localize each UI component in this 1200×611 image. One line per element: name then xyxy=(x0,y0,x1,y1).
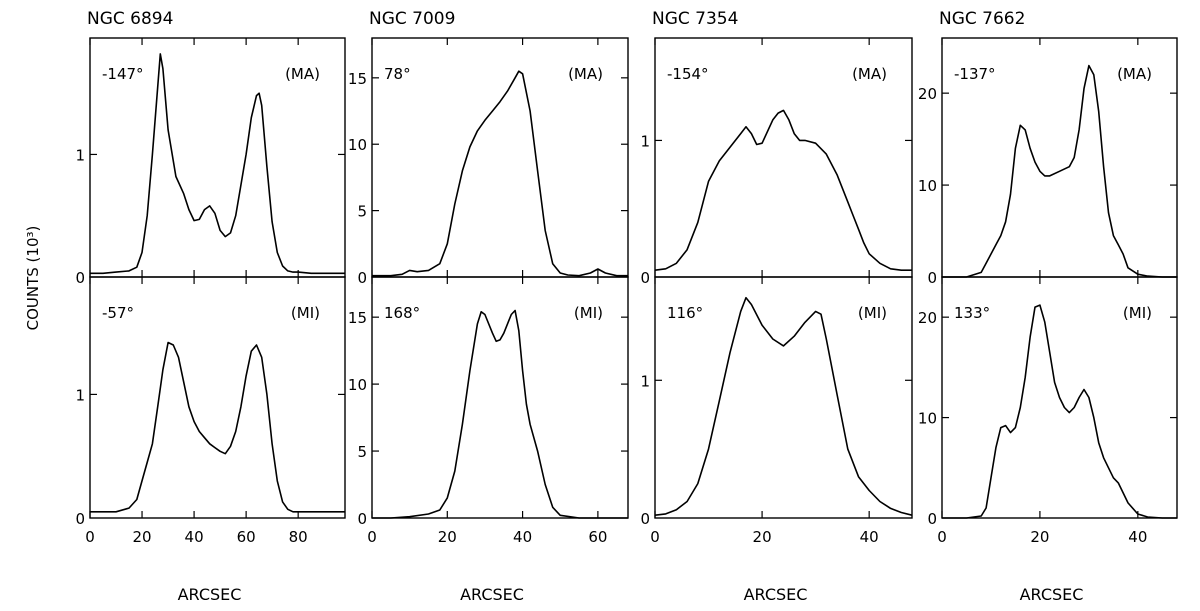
profile-line xyxy=(942,64,1177,278)
x-tick-label: 0 xyxy=(937,528,947,546)
y-tick-label: 20 xyxy=(918,309,937,327)
x-tick-label: 20 xyxy=(438,528,457,546)
position-angle-label: 78° xyxy=(384,65,411,83)
x-tick-label: 60 xyxy=(588,528,607,546)
x-tick-label: 0 xyxy=(85,528,95,546)
y-tick-label: 0 xyxy=(640,269,650,287)
profile-line xyxy=(654,296,913,516)
profile-line xyxy=(90,53,345,275)
axis-label: (MI) xyxy=(858,304,887,322)
y-tick-label: 0 xyxy=(75,510,85,528)
profile-line xyxy=(654,109,912,271)
panel-major-axis: 0 1 -154° (MA) xyxy=(640,37,913,287)
x-tick-label: 0 xyxy=(650,528,660,546)
axis-label: (MA) xyxy=(285,65,320,83)
x-axis-label: ARCSEC xyxy=(178,585,242,604)
y-tick-label: 5 xyxy=(357,203,367,221)
y-tick-label: 15 xyxy=(348,309,367,327)
x-tick-label: 20 xyxy=(753,528,772,546)
y-tick-label: 0 xyxy=(357,269,367,287)
y-tick-label: 1 xyxy=(75,146,85,164)
position-angle-label: -57° xyxy=(102,304,134,322)
charts-group: NGC 6894 0 1 -147° (MA) 0 1 -57° (MI) 0 20 40 60 80 AR… xyxy=(75,9,1178,604)
profile-line xyxy=(90,341,345,513)
y-tick-label: 1 xyxy=(640,372,650,390)
x-tick-label: 20 xyxy=(1030,528,1049,546)
y-tick-label: 1 xyxy=(640,132,650,150)
chart-0: NGC 6894 0 1 -147° (MA) 0 1 -57° (MI) 0 20 40 60 80 AR… xyxy=(75,9,346,604)
x-tick-label: 40 xyxy=(513,528,532,546)
x-axis-label: ARCSEC xyxy=(1020,585,1084,604)
panel-minor-axis: 0 1 -57° (MI) xyxy=(75,276,346,528)
position-angle-label: 133° xyxy=(954,304,990,322)
y-tick-label: 10 xyxy=(918,410,937,428)
x-tick-label: 20 xyxy=(132,528,151,546)
y-tick-label: 1 xyxy=(75,386,85,404)
profile-line xyxy=(942,304,1177,519)
y-tick-label: 10 xyxy=(918,177,937,195)
y-tick-label: 0 xyxy=(640,510,650,528)
panel-minor-axis: 0 5 10 15 168° (MI) xyxy=(348,276,629,528)
panel-frame xyxy=(89,276,346,519)
y-tick-label: 15 xyxy=(348,70,367,88)
x-tick-label: 0 xyxy=(367,528,377,546)
chart-title: NGC 7009 xyxy=(369,9,455,29)
x-tick-label: 40 xyxy=(185,528,204,546)
position-angle-label: -147° xyxy=(102,65,144,83)
panel-minor-axis: 0 10 20 133° (MI) xyxy=(918,276,1178,528)
y-axis-label: COUNTS (10³) xyxy=(24,226,42,331)
position-angle-label: -137° xyxy=(954,65,996,83)
profile-line xyxy=(372,70,628,277)
y-tick-label: 0 xyxy=(357,510,367,528)
chart-title: NGC 7662 xyxy=(939,9,1025,29)
position-angle-label: 116° xyxy=(667,304,703,322)
panel-major-axis: 0 5 10 15 78° (MA) xyxy=(348,37,629,287)
axis-label: (MA) xyxy=(852,65,887,83)
panel-minor-axis: 0 1 116° (MI) xyxy=(640,276,913,528)
position-angle-label: -154° xyxy=(667,65,709,83)
chart-2: NGC 7354 0 1 -154° (MA) 0 1 116° (MI) 0 20 40 ARCSEC xyxy=(640,9,913,604)
y-tick-label: 0 xyxy=(927,510,937,528)
panel-frame xyxy=(371,276,629,519)
chart-1: NGC 7009 0 5 10 15 78° (MA) 0 5 10 15 168° (MI) 0 20 40… xyxy=(348,9,629,604)
y-tick-label: 10 xyxy=(348,376,367,394)
x-axis-label: ARCSEC xyxy=(744,585,808,604)
panel-frame xyxy=(654,276,913,519)
y-tick-label: 0 xyxy=(927,269,937,287)
position-angle-label: 168° xyxy=(384,304,420,322)
chart-title: NGC 6894 xyxy=(87,9,173,29)
panel-major-axis: 0 1 -147° (MA) xyxy=(75,37,346,287)
axis-label: (MI) xyxy=(574,304,603,322)
panel-major-axis: 0 10 20 -137° (MA) xyxy=(918,37,1178,287)
x-axis-label: ARCSEC xyxy=(460,585,524,604)
chart-title: NGC 7354 xyxy=(652,9,738,29)
x-tick-label: 80 xyxy=(289,528,308,546)
axis-label: (MI) xyxy=(1123,304,1152,322)
axis-label: (MA) xyxy=(568,65,603,83)
x-tick-label: 60 xyxy=(237,528,256,546)
panel-frame xyxy=(941,276,1178,519)
profile-line xyxy=(372,309,628,519)
chart-3: NGC 7662 0 10 20 -137° (MA) 0 10 20 133° (MI) 0 20 40… xyxy=(918,9,1178,604)
axis-label: (MA) xyxy=(1117,65,1152,83)
x-tick-label: 40 xyxy=(1128,528,1147,546)
y-tick-label: 20 xyxy=(918,85,937,103)
y-tick-label: 5 xyxy=(357,443,367,461)
axis-label: (MI) xyxy=(291,304,320,322)
x-tick-label: 40 xyxy=(860,528,879,546)
y-tick-label: 10 xyxy=(348,136,367,154)
y-tick-label: 0 xyxy=(75,269,85,287)
